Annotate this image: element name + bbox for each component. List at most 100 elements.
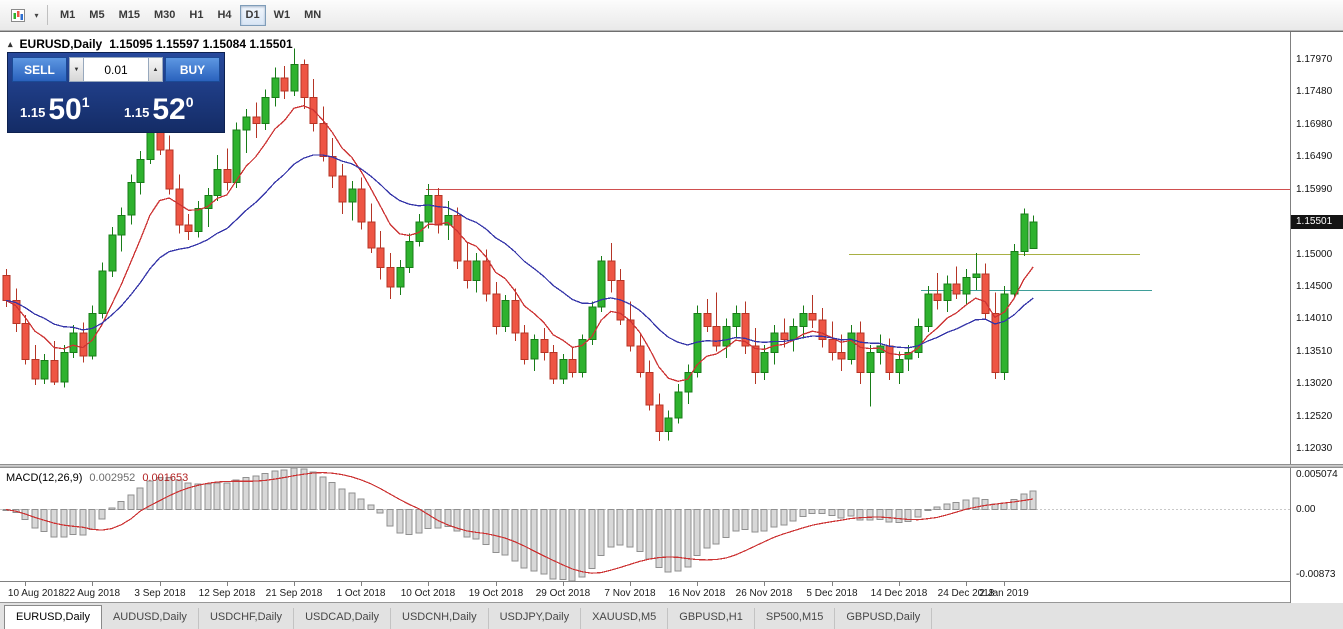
buy-price-big-digits: 52 [152,93,186,127]
time-axis-label: 19 Oct 2018 [468,588,524,599]
price-axis-label: 1.13510 [1296,346,1333,357]
chart-tab-eurusd-daily[interactable]: EURUSD,Daily [4,605,102,629]
price-axis: 1.17970 1.17480 1.16980 1.16490 1.15990 1.150… [1290,32,1343,603]
timeframe-button-h1[interactable]: H1 [183,5,209,26]
one-click-collapse-icon[interactable]: ▴ [8,38,13,49]
chart-title: ▴ EURUSD,Daily 1.15095 1.15597 1.15084 1… [8,37,293,51]
chart-tab-usdjpy-daily[interactable]: USDJPY,Daily [489,608,582,629]
time-axis-label: 29 Oct 2018 [535,588,591,599]
mini-candles-glyph [11,8,25,22]
time-axis-label: 5 Dec 2018 [806,588,858,599]
price-axis-label: 1.14500 [1296,281,1333,292]
macd-axis-label: -0.00873 [1296,569,1336,580]
time-axis-label: 22 Aug 2018 [63,588,121,599]
timeframe-button-m1[interactable]: M1 [54,5,81,26]
chart-tab-bar: EURUSD,Daily AUDUSD,Daily USDCHF,Daily USDC… [0,602,1343,629]
timeframe-button-h4[interactable]: H4 [211,5,237,26]
time-axis-tick [160,582,161,586]
time-axis: 10 Aug 2018 22 Aug 2018 3 Sep 2018 12 Sep 2… [0,581,1290,603]
sell-price-pip-digit: 1 [81,94,90,110]
chart-tab-gbpusd-h1[interactable]: GBPUSD,H1 [668,608,755,629]
time-axis-tick [966,582,967,586]
buy-button[interactable]: BUY [165,57,220,82]
chart-symbol-period: EURUSD,Daily [19,37,103,51]
price-axis-label: 1.14010 [1296,313,1333,324]
buy-price-base: 1.15 [124,105,150,120]
timeframe-button-m5[interactable]: M5 [83,5,110,26]
chart-tab-usdchf-daily[interactable]: USDCHF,Daily [199,608,295,629]
time-axis-tick [630,582,631,586]
chart-tab-usdcad-daily[interactable]: USDCAD,Daily [294,608,392,629]
time-axis-tick [496,582,497,586]
macd-main-value: 0.002952 [89,472,136,484]
sell-button[interactable]: SELL [12,57,67,82]
sell-price-base: 1.15 [20,105,46,120]
time-axis-tick [1004,582,1005,586]
macd-axis-label: 0.005074 [1296,469,1338,480]
chart-ohlc-values: 1.15095 1.15597 1.15084 1.15501 [109,37,293,51]
price-axis-label: 1.17970 [1296,54,1333,65]
time-axis-tick [428,582,429,586]
time-axis-tick [294,582,295,586]
buy-price-display[interactable]: 1.15 52 0 [116,84,220,128]
time-axis-tick [697,582,698,586]
lot-size-input[interactable]: 0.01 [84,57,148,82]
price-axis-label: 1.12030 [1296,443,1333,454]
chart-window: ▴ EURUSD,Daily 1.15095 1.15597 1.15084 1… [0,31,1343,603]
sell-price-display[interactable]: 1.15 50 1 [12,84,116,128]
time-axis-tick [899,582,900,586]
candlestick-chart [2,48,1290,442]
time-axis-label: 21 Sep 2018 [265,588,323,599]
price-axis-label: 1.13020 [1296,378,1333,389]
timeframe-buttons: M1 M5 M15 M30 H1 H4 D1 W1 MN [54,4,327,26]
macd-name: MACD(12,26,9) [6,472,83,484]
chart-type-icon[interactable] [6,4,30,26]
macd-indicator-chart [0,468,1290,581]
price-axis-label: 1.16980 [1296,119,1333,130]
time-axis-tick [764,582,765,586]
time-axis-label: 10 Oct 2018 [400,588,456,599]
chart-tab-sp500-m15[interactable]: SP500,M15 [755,608,836,629]
price-axis-label: 1.15000 [1296,249,1333,260]
time-axis-tick [25,582,26,586]
lot-decrease-button[interactable]: ▼ [69,57,84,82]
one-click-trade-panel: SELL ▼ 0.01 ▲ BUY 1.15 50 1 1.15 52 0 [7,52,225,133]
timeframe-toolbar: ▾ M1 M5 M15 M30 H1 H4 D1 W1 MN [0,0,1343,31]
timeframe-button-m15[interactable]: M15 [113,5,146,26]
lot-increase-button[interactable]: ▲ [148,57,163,82]
toolbar-separator [47,5,48,25]
current-price-badge: 1.15501 [1291,215,1343,229]
ma-fast-line [5,105,1034,382]
lot-size-control: ▼ 0.01 ▲ [69,57,163,82]
time-axis-tick [361,582,362,586]
time-axis-label: 1 Oct 2018 [336,588,386,599]
time-axis-label: 12 Sep 2018 [198,588,256,599]
time-axis-tick [832,582,833,586]
pane-separator[interactable] [0,464,1343,468]
timeframe-button-m30[interactable]: M30 [148,5,181,26]
chart-tab-audusd-daily[interactable]: AUDUSD,Daily [102,608,199,629]
timeframe-button-d1[interactable]: D1 [239,4,266,26]
price-axis-label: 1.16490 [1296,151,1333,162]
macd-signal-line [5,471,1034,574]
time-axis-tick [563,582,564,586]
time-axis-label: 2 Jan 2019 [979,588,1029,599]
price-axis-label: 1.17480 [1296,86,1333,97]
price-axis-label: 1.15990 [1296,184,1333,195]
macd-histogram [2,468,1037,581]
macd-label: MACD(12,26,9) 0.002952 0.001653 [6,472,188,484]
chart-tab-usdcnh-daily[interactable]: USDCNH,Daily [391,608,489,629]
chart-tab-xauusd-m5[interactable]: XAUUSD,M5 [581,608,669,629]
time-axis-tick [92,582,93,586]
chart-type-dropdown-caret[interactable]: ▾ [30,4,43,26]
timeframe-button-mn[interactable]: MN [298,5,327,26]
timeframe-button-w1[interactable]: W1 [268,5,297,26]
time-axis-label: 14 Dec 2018 [870,588,928,599]
time-axis-label: 26 Nov 2018 [735,588,793,599]
trade-prices-row: 1.15 50 1 1.15 52 0 [12,84,220,128]
price-axis-label: 1.12520 [1296,411,1333,422]
chart-tab-gbpusd-daily[interactable]: GBPUSD,Daily [835,608,933,629]
time-axis-label: 10 Aug 2018 [7,588,65,599]
time-axis-label: 3 Sep 2018 [134,588,186,599]
